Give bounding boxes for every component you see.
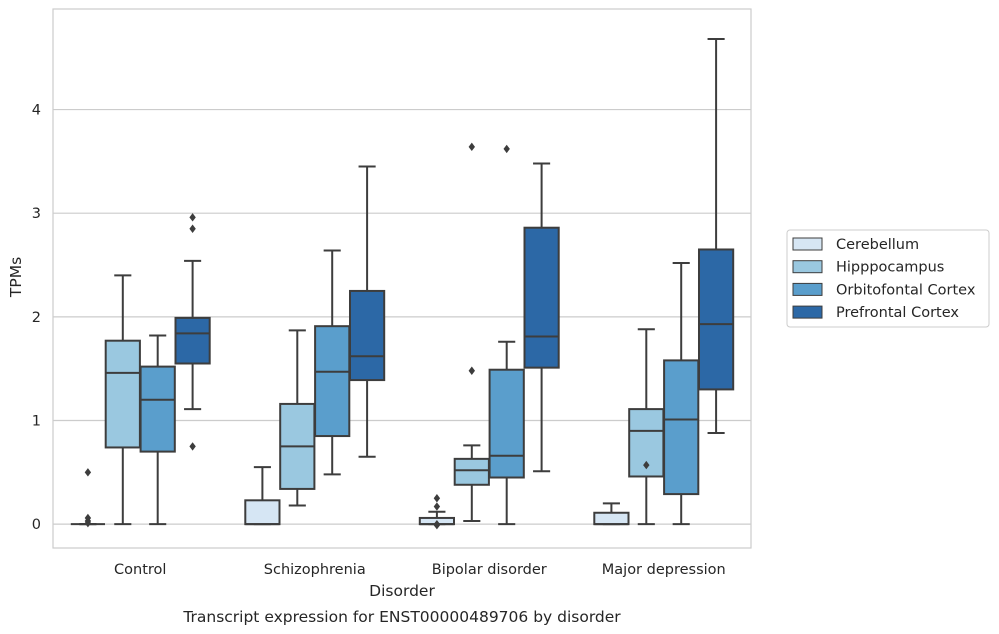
y-axis-ticks: 0 1 2 3 4 — [32, 103, 41, 534]
outlier-point — [189, 442, 196, 451]
outlier-point — [433, 502, 441, 511]
outlier-point — [189, 224, 196, 233]
legend-swatch — [792, 305, 823, 319]
legend-label: Hipppocampus — [836, 260, 944, 276]
box-prefrontal-cortex — [523, 162, 560, 473]
box-body — [697, 248, 735, 391]
legend-frame — [786, 229, 990, 328]
legend-swatch — [792, 237, 823, 251]
box-cerebellum — [244, 466, 281, 526]
legend-label: Cerebellum — [836, 237, 919, 253]
y-tick-label-4: 4 — [32, 103, 41, 119]
y-tick-label-3: 3 — [32, 206, 41, 222]
legend: Cerebellum Hipppocampus Orbitofontal Corte… — [786, 229, 990, 328]
outlier-point — [84, 468, 92, 477]
box-orbitofontal-cortex — [663, 261, 700, 526]
outlier-point — [468, 366, 475, 375]
box-hipppocampus — [104, 274, 141, 526]
box-body — [453, 457, 490, 486]
box-groups — [70, 38, 735, 530]
box-cerebellum — [593, 502, 630, 526]
box-body — [488, 368, 525, 479]
legend-swatch — [792, 282, 823, 296]
box-body — [663, 359, 700, 496]
box-prefrontal-cortex — [697, 38, 735, 434]
x-tick-label: Control — [114, 562, 166, 578]
box-cerebellum — [418, 494, 456, 530]
outlier-point — [189, 213, 196, 222]
box-body — [593, 511, 630, 526]
box-body — [139, 365, 176, 453]
outlier-point — [433, 520, 441, 530]
box-body — [348, 289, 386, 382]
box-body — [244, 499, 281, 526]
chart-caption: Transcript expression for ENST0000048970… — [182, 608, 621, 626]
box-body — [104, 339, 141, 449]
box-orbitofontal-cortex — [314, 249, 351, 476]
outlier-point — [468, 142, 475, 152]
box-hipppocampus — [628, 328, 665, 526]
box-hipppocampus — [453, 142, 490, 523]
box-hipppocampus — [279, 329, 316, 507]
box-body — [314, 325, 351, 438]
x-axis-label: Disorder — [369, 582, 435, 600]
x-tick-label: Schizophrenia — [264, 562, 366, 578]
outlier-point — [84, 518, 92, 528]
x-tick-label: Bipolar disorder — [432, 562, 547, 578]
x-tick-label: Major depression — [602, 562, 726, 578]
legend-label: Prefrontal Cortex — [836, 305, 959, 321]
box-body — [174, 316, 211, 365]
box-orbitofontal-cortex — [488, 144, 525, 526]
outlier-point — [643, 460, 650, 470]
y-tick-label-0: 0 — [32, 517, 41, 533]
plot-frame — [52, 8, 752, 549]
box-prefrontal-cortex — [348, 165, 386, 458]
box-cerebellum — [70, 468, 106, 528]
box-orbitofontal-cortex — [139, 334, 176, 526]
legend-swatch — [792, 260, 823, 274]
y-tick-label-1: 1 — [32, 414, 41, 430]
box-body — [523, 226, 560, 369]
x-axis-ticks: Control Schizophrenia Bipolar disorder Majo… — [114, 562, 726, 578]
box-prefrontal-cortex — [174, 213, 211, 451]
y-axis-label: TPMs — [7, 257, 25, 298]
outlier-point — [503, 144, 510, 154]
y-tick-label-2: 2 — [32, 310, 41, 326]
outlier-point — [433, 494, 441, 503]
legend-label: Orbitofontal Cortex — [836, 282, 976, 298]
